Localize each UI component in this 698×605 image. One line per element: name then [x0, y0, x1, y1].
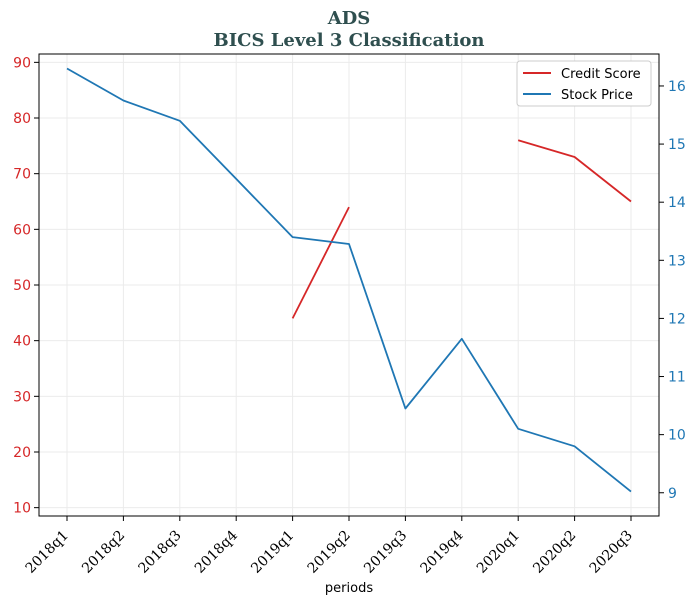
y-right-tick-label: 10 [668, 428, 686, 444]
y-right-tick-label: 12 [668, 311, 686, 327]
y-right-tick-label: 11 [668, 370, 686, 386]
y-left-tick-label: 30 [13, 389, 31, 405]
x-tick-label: 2018q4 [192, 527, 241, 576]
y-right-tick-label: 16 [668, 79, 686, 95]
x-tick-label: 2019q3 [361, 528, 410, 577]
x-tick-label: 2019q1 [248, 528, 297, 577]
x-tick-label: 2020q1 [474, 528, 523, 577]
y-left-tick-label: 60 [13, 222, 31, 238]
chart-title: ADS [327, 8, 371, 29]
x-tick-label: 2018q2 [79, 528, 128, 577]
y-left-tick-label: 40 [13, 334, 31, 350]
x-tick-label: 2020q3 [587, 528, 636, 577]
chart-subtitle: BICS Level 3 Classification [213, 30, 484, 51]
y-right-tick-label: 14 [668, 195, 686, 211]
y-left-tick-label: 50 [13, 278, 31, 294]
x-tick-label: 2019q2 [305, 528, 354, 577]
axes: 2018q1 2018q2 2018q3 2018q4 2019q1 2019q2 2019… [13, 55, 686, 576]
x-tick-label: 2018q3 [135, 528, 184, 577]
series-line-credit-score [291, 206, 350, 319]
x-axis-label: periods [325, 581, 373, 596]
legend-label-credit-score: Credit Score [561, 67, 641, 82]
y-left-tick-label: 80 [13, 111, 31, 127]
x-tick-label: 2020q2 [530, 528, 579, 577]
x-tick-label: 2018q1 [23, 528, 72, 577]
series-line-stock-price [66, 67, 632, 493]
legend: Credit Score Stock Price [516, 60, 652, 107]
y-left-tick-label: 20 [13, 445, 31, 461]
y-left-tick-label: 70 [13, 167, 31, 183]
series-lines [66, 67, 632, 493]
y-left-tick-label: 90 [13, 55, 31, 71]
y-right-tick-label: 9 [668, 486, 677, 502]
y-left-tick-label: 10 [13, 501, 31, 517]
legend-label-stock-price: Stock Price [561, 88, 633, 103]
y-right-tick-label: 13 [668, 253, 686, 269]
y-right-tick-label: 15 [668, 137, 686, 153]
gridlines [39, 54, 659, 516]
series-line-credit-score [517, 139, 632, 203]
x-tick-label: 2019q4 [417, 527, 466, 576]
